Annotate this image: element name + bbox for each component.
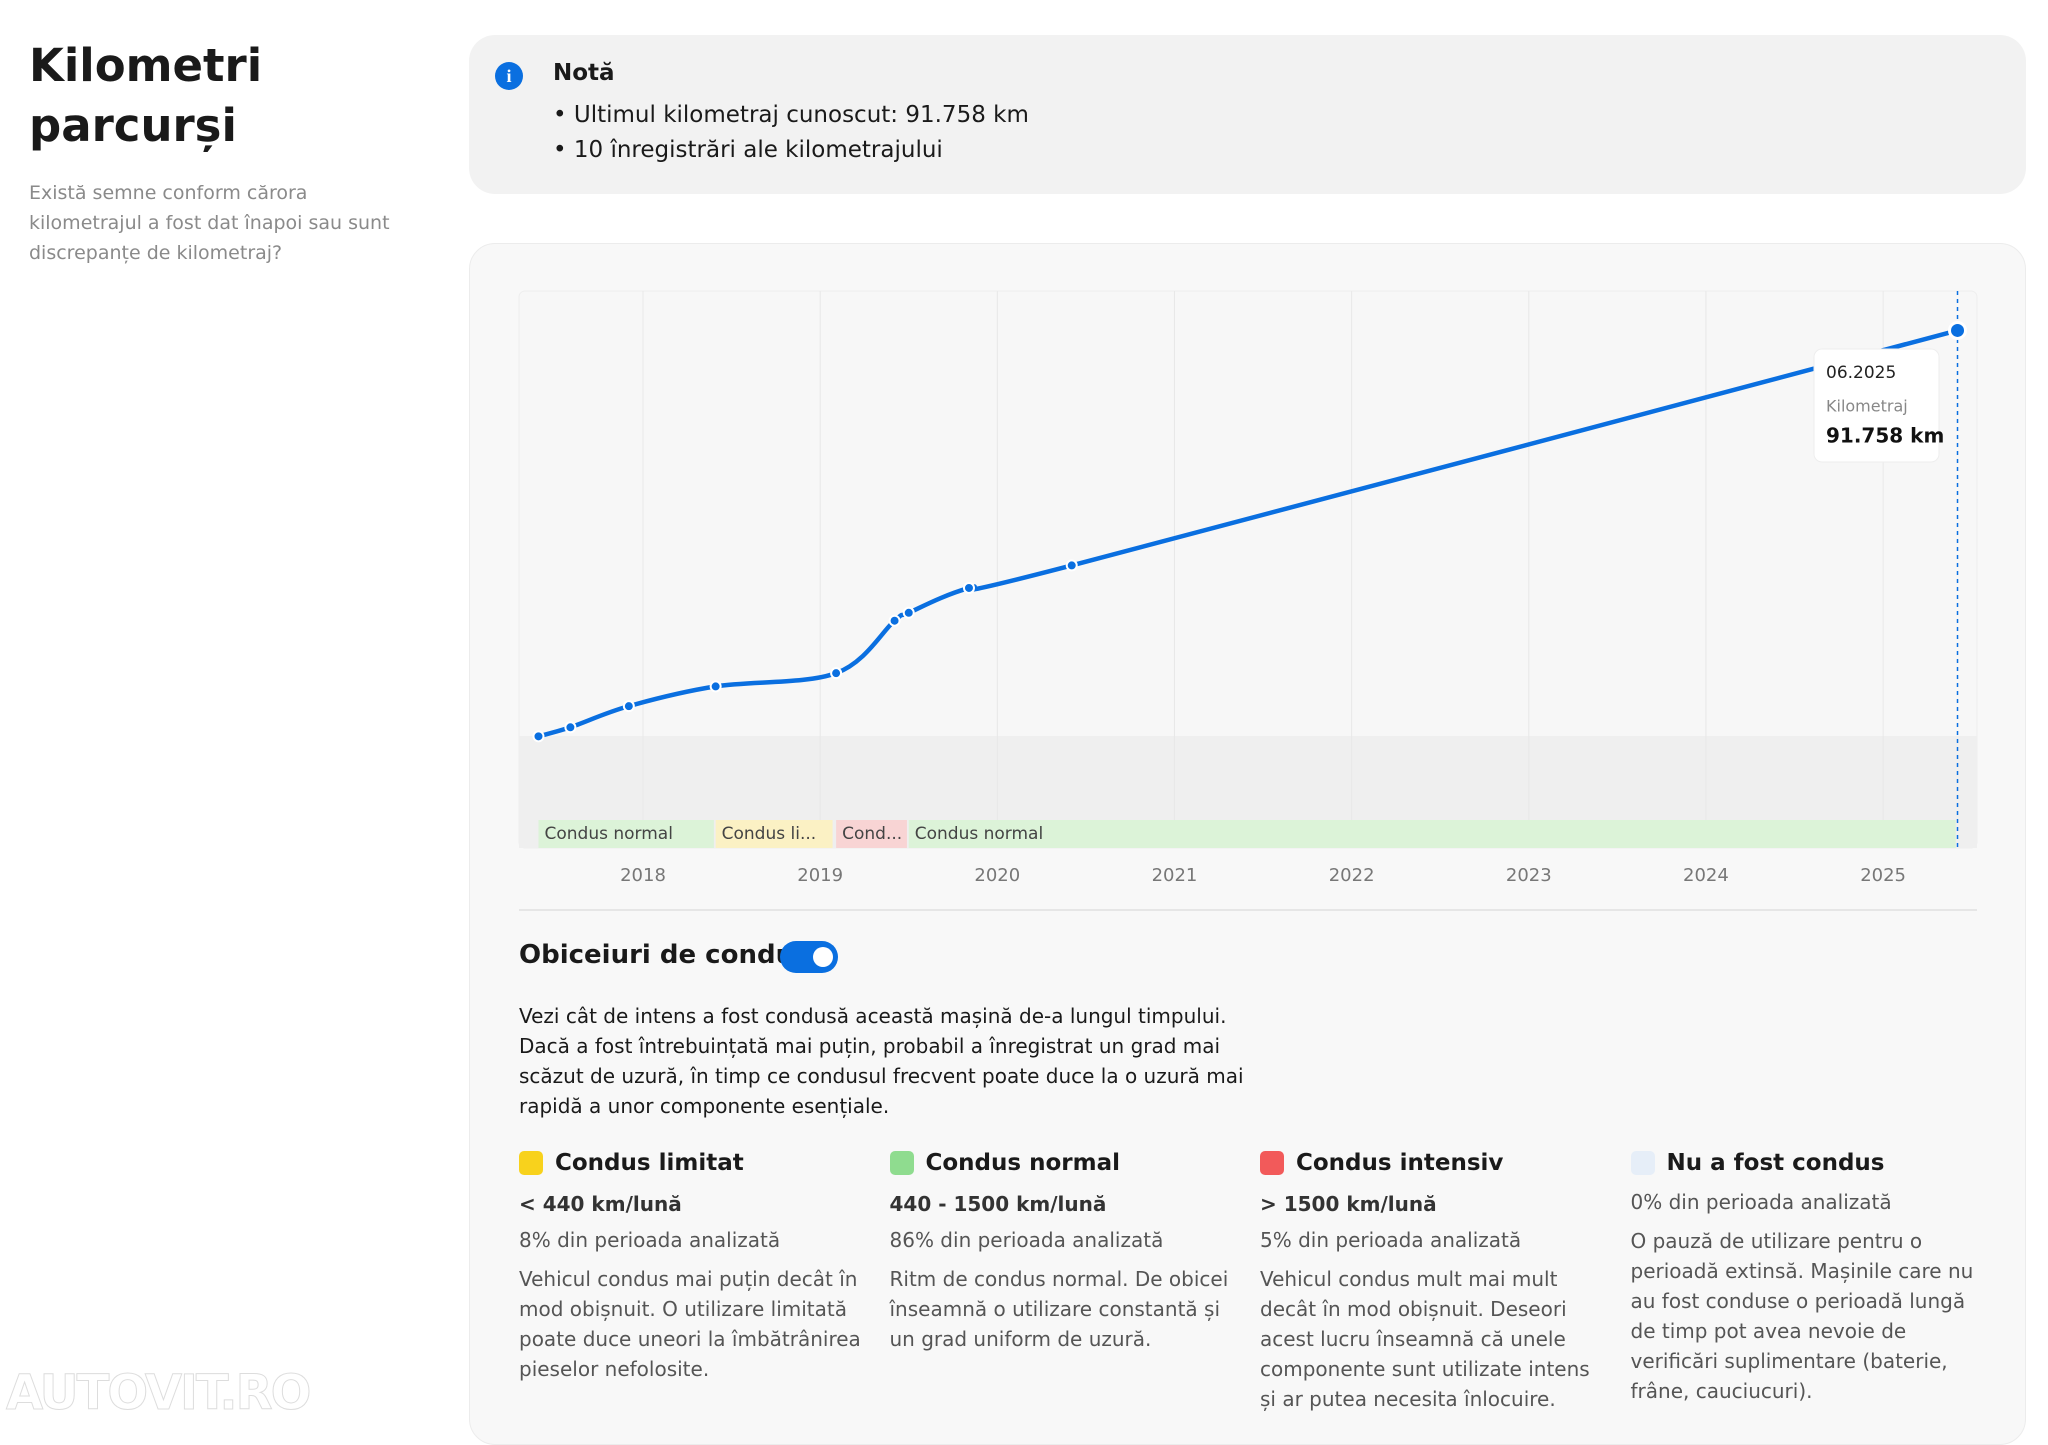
habit-name: Condus limitat [555, 1150, 744, 1176]
habit-description: Ritm de condus normal. De obicei înseamn… [889, 1267, 1229, 1351]
data-point [622, 700, 635, 713]
data-point [709, 680, 722, 693]
habit-column: Nu a fost condus 0% din perioada analizat… [1630, 1148, 1981, 1406]
note-item: • 10 înregistrări ale kilometrajului [553, 137, 943, 163]
habits-text: Vezi cât de intens a fost condusă aceast… [519, 1004, 1244, 1118]
habit-range: < 440 km/lună [519, 1192, 682, 1216]
habit-color [889, 1151, 914, 1175]
period-band [836, 820, 907, 848]
period-band [908, 820, 1956, 848]
habit-range: > 1500 km/lună [1260, 1192, 1437, 1216]
x-tick-label: 2019 [797, 865, 843, 886]
habit-color [1630, 1151, 1655, 1175]
habit-column: Condus intensiv > 1500 km/lună 5% din peri… [1260, 1148, 1610, 1414]
page-subtitle: Există semne conform cărora kilometrajul… [29, 182, 390, 264]
habit-color [519, 1151, 543, 1175]
data-point [830, 667, 843, 680]
habit-share: 8% din perioada analizată [519, 1228, 781, 1252]
period-label: Condus normal [915, 824, 1043, 844]
tooltip-date: 06.2025 [1826, 363, 1896, 383]
note-box [469, 35, 2026, 194]
data-point [564, 721, 577, 734]
habit-range: 440 - 1500 km/lună [889, 1192, 1107, 1216]
period-band [715, 820, 833, 848]
note-text: Ultimul kilometraj cunoscut: 91.758 km [573, 102, 1029, 128]
toggle[interactable] [780, 941, 838, 973]
habit-share: 86% din perioada analizată [889, 1228, 1164, 1252]
tooltip-label: Kilometraj [1826, 397, 1908, 416]
data-point [532, 730, 545, 743]
data-point [888, 614, 901, 627]
habit-description: Vehicul condus mult mai mult decât în mo… [1260, 1267, 1590, 1411]
x-tick-label: 2021 [1152, 865, 1198, 886]
period-label: Condus li... [722, 824, 817, 844]
x-tick-label: 2023 [1506, 865, 1552, 886]
habits-title: Obiceiuri de condus [519, 940, 810, 970]
info-icon: i [495, 62, 523, 90]
data-point [1065, 559, 1078, 572]
habit-description: Vehicul condus mai puțin decât în mod ob… [519, 1267, 861, 1381]
period-label: Condus normal [544, 824, 672, 844]
note-text: 10 înregistrări ale kilometrajului [573, 137, 943, 163]
data-point [1948, 320, 1968, 340]
watermark: AUTOVIT.RO [5, 1365, 311, 1422]
habit-name: Condus intensiv [1296, 1150, 1504, 1176]
habit-column: Condus normal 440 - 1500 km/lună 86% din p… [889, 1148, 1240, 1354]
note-title: Notă [553, 60, 615, 86]
habit-name: Condus normal [925, 1150, 1120, 1176]
tooltip [1813, 348, 1940, 463]
x-tick-label: 2025 [1860, 865, 1906, 886]
x-tick-label: 2018 [620, 865, 666, 886]
x-tick-label: 2020 [974, 865, 1020, 886]
period-band [538, 820, 714, 848]
x-tick-label: 2022 [1329, 865, 1375, 886]
habit-column: Condus limitat < 440 km/lună 8% din perioa… [519, 1148, 869, 1384]
period-label: Cond... [842, 824, 902, 844]
habit-description: O pauză de utilizare pentru o perioadă e… [1630, 1229, 1974, 1403]
x-tick-label: 2024 [1683, 865, 1729, 886]
tooltip-value: 91.758 km [1826, 424, 1944, 448]
page-title: Kilometri parcurși [29, 39, 263, 152]
data-point [902, 606, 915, 619]
habit-name: Nu a fost condus [1666, 1150, 1885, 1176]
habit-color [1260, 1151, 1284, 1175]
habit-share: 0% din perioada analizată [1630, 1190, 1892, 1214]
habit-share: 5% din perioada analizată [1260, 1228, 1522, 1252]
note-item: • Ultimul kilometraj cunoscut: 91.758 km [553, 102, 1029, 128]
data-point [962, 581, 975, 594]
